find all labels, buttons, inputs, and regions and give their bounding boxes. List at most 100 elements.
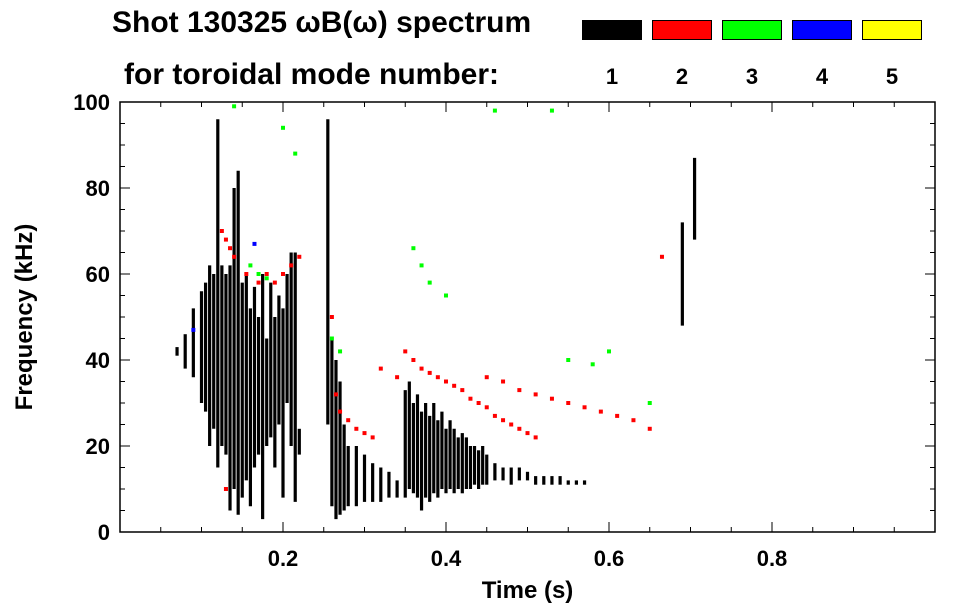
legend-caption: for toroidal mode number:: [124, 58, 499, 91]
legend-label-2: 2: [675, 64, 689, 89]
spectrum-point-n3: [256, 272, 261, 276]
y-tick-label: 80: [86, 176, 110, 201]
spectrum-point-n2: [333, 392, 338, 397]
spectrum-point-n2: [378, 366, 383, 371]
spectrum-point-n3: [566, 358, 571, 362]
spectrum-point-n3: [293, 151, 298, 156]
spectrum-point-n2: [533, 392, 538, 397]
spectrum-point-n2: [354, 426, 359, 431]
spectrum-point-n2: [338, 409, 343, 414]
spectrum-point-n2: [549, 396, 554, 401]
spectrum-point-n3: [329, 336, 334, 341]
series-n2: [219, 229, 664, 491]
legend-swatch-2: [652, 20, 712, 40]
y-tick-label: 100: [73, 90, 110, 115]
spectrum-point-n4: [191, 327, 196, 332]
series-n4: [191, 241, 257, 332]
spectrum-point-n2: [501, 379, 506, 384]
spectrum-point-n2: [403, 349, 408, 354]
spectrum-point-n3: [264, 276, 269, 281]
spectrum-point-n2: [232, 254, 237, 259]
spectrum-point-n2: [582, 405, 587, 410]
spectrum-point-n2: [419, 366, 424, 371]
spectrum-point-n2: [566, 401, 571, 405]
spectrum-point-n2: [647, 426, 652, 431]
chart-marks: [175, 104, 697, 520]
legend-label-4: 4: [815, 64, 829, 89]
spectrum-point-n2: [468, 396, 473, 401]
spectrum-point-n2: [492, 413, 497, 418]
spectrum-point-n4: [252, 241, 257, 246]
spectrum-point-n2: [615, 413, 620, 418]
legend-swatch-5: [862, 20, 922, 40]
spectrum-point-n3: [427, 280, 432, 285]
y-tick-label: 0: [98, 520, 110, 545]
legend-label-1: 1: [605, 64, 619, 89]
spectrum-point-n2: [501, 418, 506, 423]
spectrum-point-n2: [517, 426, 522, 431]
spectrum-point-n3: [281, 125, 285, 130]
spectrum-point-n2: [289, 263, 294, 268]
series-n3: [232, 104, 652, 405]
spectrum-point-n2: [297, 254, 302, 259]
legend-swatch-1: [582, 20, 642, 40]
y-axis-label: Frequency (kHz): [11, 224, 38, 411]
legend-label-5: 5: [885, 64, 899, 89]
spectrum-point-n2: [223, 487, 228, 491]
spectrum-point-n2: [444, 379, 448, 384]
spectrum-point-n2: [484, 375, 489, 380]
spectrum-point-n3: [232, 104, 237, 109]
spectrum-point-n2: [219, 229, 224, 233]
spectrum-point-n2: [346, 418, 351, 423]
spectrum-point-n2: [281, 272, 285, 276]
legend-swatch-4: [792, 20, 852, 40]
spectrum-point-n2: [395, 375, 400, 380]
spectrum-point-n2: [411, 358, 416, 362]
x-tick-label: 0.6: [594, 546, 625, 571]
legend-label-3: 3: [745, 64, 759, 89]
spectrum-point-n3: [444, 293, 448, 298]
spectrum-point-n2: [370, 435, 375, 440]
spectrum-point-n2: [362, 431, 367, 436]
x-axis-label: Time (s): [482, 577, 574, 604]
spectrum-point-n2: [476, 401, 481, 405]
legend-swatch-3: [722, 20, 782, 40]
spectrum-point-n2: [272, 280, 277, 285]
spectrum-point-n2: [435, 375, 440, 380]
spectrum-point-n3: [492, 108, 497, 113]
spectrum-point-n3: [338, 349, 343, 354]
x-tick-label: 0.8: [757, 546, 788, 571]
spectrum-point-n2: [460, 388, 465, 393]
spectrum-point-n3: [590, 362, 595, 367]
chart-title: Shot 130325 ωB(ω) spectrum: [112, 6, 532, 39]
spectrum-point-n2: [223, 237, 228, 242]
spectrum-point-n2: [256, 280, 261, 285]
spectrum-point-n2: [452, 383, 457, 388]
spectrum-point-n2: [509, 422, 514, 427]
spectrum-point-n2: [264, 272, 269, 276]
spectrum-point-n3: [607, 349, 611, 354]
spectrum-point-n2: [631, 418, 636, 423]
spectrum-point-n2: [244, 272, 249, 276]
x-tick-label: 0.4: [431, 546, 462, 571]
y-tick-label: 20: [86, 434, 110, 459]
spectrum-point-n2: [525, 431, 530, 436]
x-tick-label: 0.2: [268, 546, 299, 571]
spectrum-point-n2: [659, 254, 664, 259]
spectrum-point-n2: [427, 370, 432, 375]
spectrum-point-n3: [248, 263, 253, 268]
spectrum-point-n2: [517, 388, 522, 393]
y-tick-label: 60: [86, 262, 110, 287]
spectrum-point-n2: [484, 405, 489, 410]
spectrum-point-n3: [549, 108, 554, 113]
spectrum-point-n2: [228, 246, 233, 251]
spectrum-point-n3: [419, 263, 424, 268]
spectrum-point-n2: [329, 315, 334, 319]
spectrum-point-n2: [533, 435, 538, 440]
spectrum-point-n2: [598, 409, 603, 414]
y-tick-label: 40: [86, 348, 110, 373]
spectrum-point-n3: [647, 401, 652, 405]
series-n1: [175, 119, 697, 520]
chart-axes: 0 20 40 60 80 100 0.2 0.4 0.6 0.8: [73, 90, 935, 571]
